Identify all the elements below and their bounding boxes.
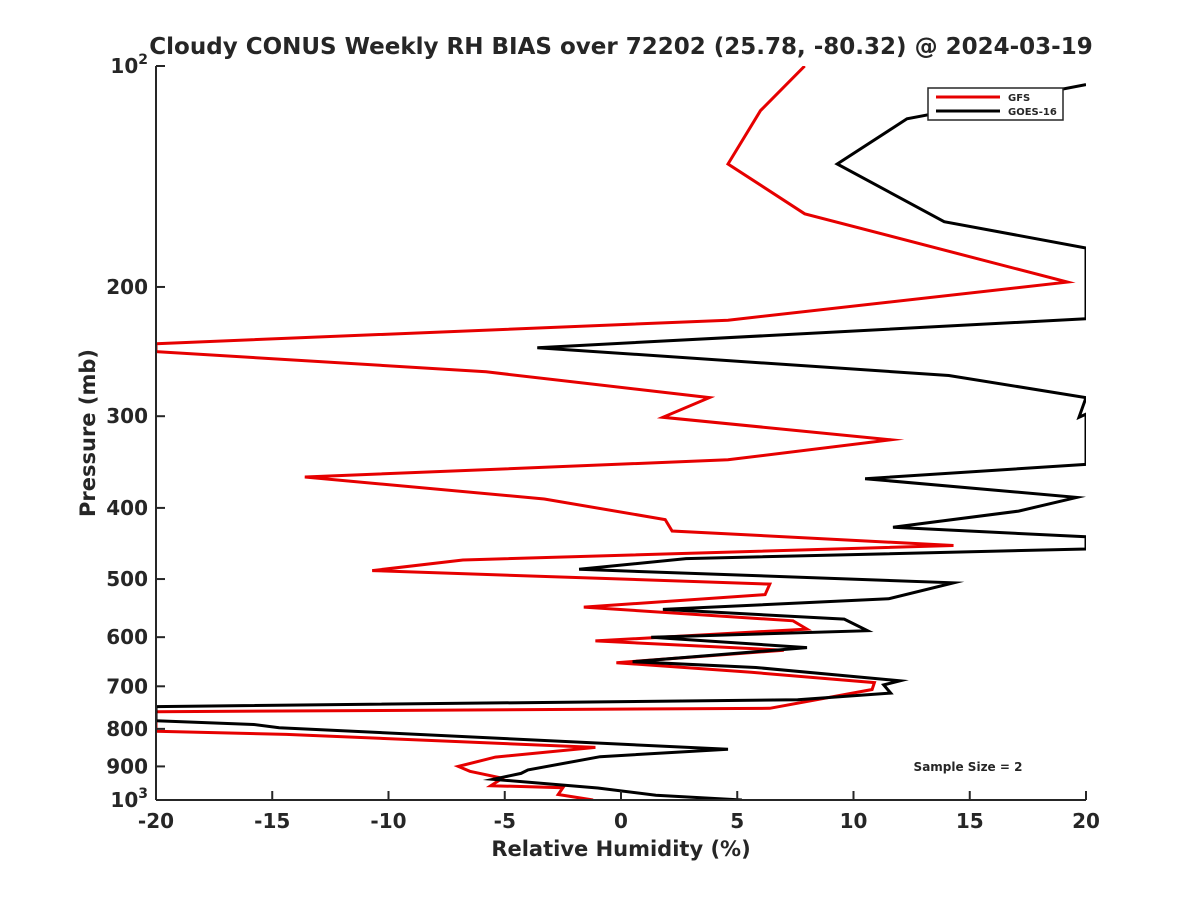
- x-tick-label: -5: [494, 809, 516, 833]
- x-tick-label: 0: [614, 809, 628, 833]
- y-tick-label: 103: [110, 786, 148, 812]
- x-tick-label: 15: [956, 809, 984, 833]
- y-tick-label: 400: [106, 496, 148, 520]
- y-tick-label: 900: [106, 754, 148, 778]
- y-tick-label: 102: [110, 52, 148, 78]
- series-line-goes-16: [156, 83, 1086, 800]
- legend-label: GOES-16: [1008, 107, 1057, 118]
- y-tick-label: 500: [106, 567, 148, 591]
- y-tick-label: 800: [106, 717, 148, 741]
- y-axis-label: Pressure (mb): [76, 349, 100, 517]
- x-tick-label: 5: [730, 809, 744, 833]
- y-tick-label: 200: [106, 275, 148, 299]
- x-axis-label: Relative Humidity (%): [491, 837, 750, 861]
- x-tick-label: -10: [370, 809, 406, 833]
- x-tick-label: 20: [1072, 809, 1100, 833]
- x-tick-label: -15: [254, 809, 290, 833]
- y-tick-label: 600: [106, 625, 148, 649]
- legend-label: GFS: [1008, 93, 1030, 104]
- chart-title: Cloudy CONUS Weekly RH BIAS over 72202 (…: [149, 34, 1092, 60]
- x-tick-label: 10: [840, 809, 868, 833]
- sample-size-annotation: Sample Size = 2: [914, 760, 1023, 774]
- y-tick-label: 300: [106, 404, 148, 428]
- legend-box: [927, 87, 1064, 121]
- y-tick-label: 700: [106, 674, 148, 698]
- x-tick-label: -20: [138, 809, 174, 833]
- series-line-gfs: [156, 66, 1076, 800]
